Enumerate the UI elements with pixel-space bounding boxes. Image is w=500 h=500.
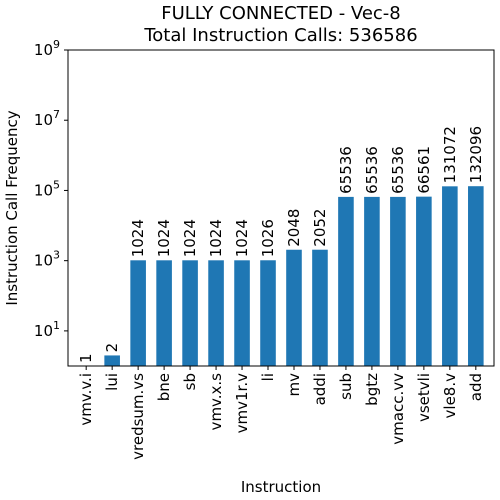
y-tick-label: 109 (34, 38, 60, 59)
y-tick-label: 105 (34, 178, 60, 199)
bar-mv (286, 249, 302, 366)
data-label: 2 (103, 343, 121, 353)
x-tick-label: bne (155, 373, 173, 401)
x-axis-ticks: vmv.v.i lui vredsum.vs bne sb vmv.x.s vmv1r.v l… (77, 366, 485, 460)
x-tick-label: vmv.x.s (207, 373, 225, 431)
x-tick-label: vredsum.vs (129, 373, 147, 460)
y-tick-base: 10 (34, 41, 53, 59)
bar-vmacc.vv (390, 196, 406, 366)
y-tick-base: 10 (34, 252, 53, 270)
x-tick-label: vmv.v.i (77, 373, 95, 426)
x-tick-label: vmv1r.v (233, 373, 251, 433)
y-tick-exponent: 5 (53, 178, 60, 191)
y-tick-label: 103 (34, 249, 60, 270)
bar-vmv1r.v (234, 260, 250, 366)
data-label: 2048 (285, 209, 303, 247)
bar-bne (156, 260, 172, 366)
bars-group (104, 186, 484, 366)
bar-li (260, 260, 276, 366)
y-tick-exponent: 1 (53, 319, 60, 332)
x-tick-label: li (259, 373, 277, 381)
data-label: 65536 (337, 146, 355, 194)
bar-bgtz (364, 196, 380, 366)
y-tick-exponent: 3 (53, 249, 60, 262)
x-tick-label: bgtz (363, 373, 381, 406)
data-label: 1024 (181, 219, 199, 257)
x-tick-label: vle8.v (441, 373, 459, 419)
data-label: 132096 (467, 126, 485, 183)
data-label: 1024 (129, 219, 147, 257)
bar-vsetvli (416, 196, 432, 366)
bar-sb (182, 260, 198, 366)
y-tick-base: 10 (34, 181, 53, 199)
x-tick-label: vmacc.vv (389, 373, 407, 445)
chart-title: FULLY CONNECTED - Vec-8 (161, 3, 401, 24)
chart-subtitle: Total Instruction Calls: 536586 (143, 25, 417, 46)
x-tick-label: add (467, 373, 485, 401)
data-label: 1 (77, 353, 95, 363)
data-label: 1024 (155, 219, 173, 257)
data-label: 65536 (389, 146, 407, 194)
bar-vle8.v (442, 186, 458, 366)
data-labels-group: 12 1024 1024 1024 1024 1024 1026 2048 2052 65536 6… (77, 126, 485, 363)
bar-addi (312, 249, 328, 366)
data-label: 1024 (233, 219, 251, 257)
x-tick-label: sub (337, 373, 355, 400)
data-label: 65536 (363, 146, 381, 194)
x-tick-label: mv (285, 373, 303, 397)
y-tick-label: 107 (34, 108, 60, 129)
data-label: 131072 (441, 126, 459, 183)
x-tick-label: addi (311, 373, 329, 405)
x-tick-label: lui (103, 373, 121, 391)
bar-lui (104, 355, 120, 366)
y-axis-label: Instruction Call Frequency (3, 110, 21, 305)
y-tick-base: 10 (34, 322, 53, 340)
x-axis-label: Instruction (241, 478, 321, 496)
data-label: 66561 (415, 146, 433, 194)
bar-sub (338, 196, 354, 366)
y-tick-base: 10 (34, 111, 53, 129)
axes-frame (67, 49, 495, 367)
data-label: 1024 (207, 219, 225, 257)
bar-vredsum.vs (130, 260, 146, 366)
x-tick-label: vsetvli (415, 373, 433, 422)
bar-vmv.x.s (208, 260, 224, 366)
y-tick-label: 101 (34, 319, 60, 340)
bar-add (468, 186, 484, 366)
data-label: 2052 (311, 209, 329, 247)
y-tick-exponent: 7 (53, 108, 60, 121)
data-label: 1026 (259, 219, 277, 257)
x-tick-label: sb (181, 373, 199, 390)
y-tick-exponent: 9 (53, 38, 60, 51)
